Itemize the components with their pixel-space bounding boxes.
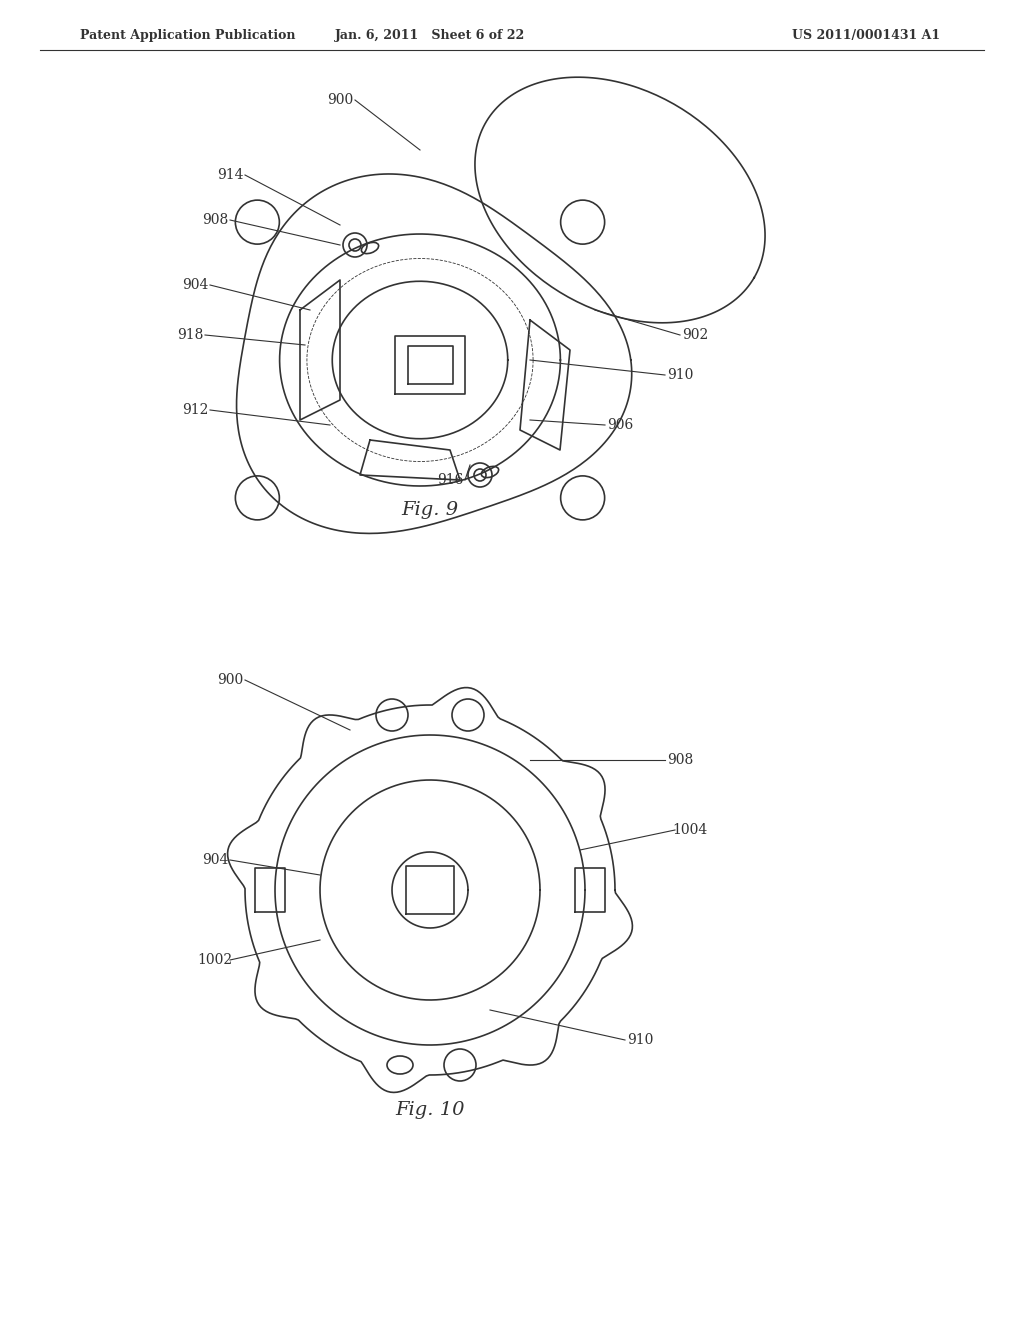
Text: 1004: 1004 — [673, 822, 708, 837]
Text: Jan. 6, 2011   Sheet 6 of 22: Jan. 6, 2011 Sheet 6 of 22 — [335, 29, 525, 41]
Text: Fig. 9: Fig. 9 — [401, 502, 459, 519]
Text: 1002: 1002 — [198, 953, 232, 968]
Text: Patent Application Publication: Patent Application Publication — [80, 29, 296, 41]
Text: 904: 904 — [202, 853, 228, 867]
Text: Fig. 10: Fig. 10 — [395, 1101, 465, 1119]
Text: 910: 910 — [627, 1034, 653, 1047]
Text: 916: 916 — [437, 473, 463, 487]
Text: 902: 902 — [682, 327, 709, 342]
Text: 908: 908 — [667, 752, 693, 767]
Text: 914: 914 — [217, 168, 244, 182]
Text: 918: 918 — [177, 327, 203, 342]
Text: 900: 900 — [217, 673, 243, 686]
Text: 910: 910 — [667, 368, 693, 381]
Text: 900: 900 — [327, 92, 353, 107]
Text: 908: 908 — [202, 213, 228, 227]
Text: 906: 906 — [607, 418, 633, 432]
Text: 912: 912 — [182, 403, 208, 417]
Text: 904: 904 — [182, 279, 208, 292]
Text: US 2011/0001431 A1: US 2011/0001431 A1 — [792, 29, 940, 41]
